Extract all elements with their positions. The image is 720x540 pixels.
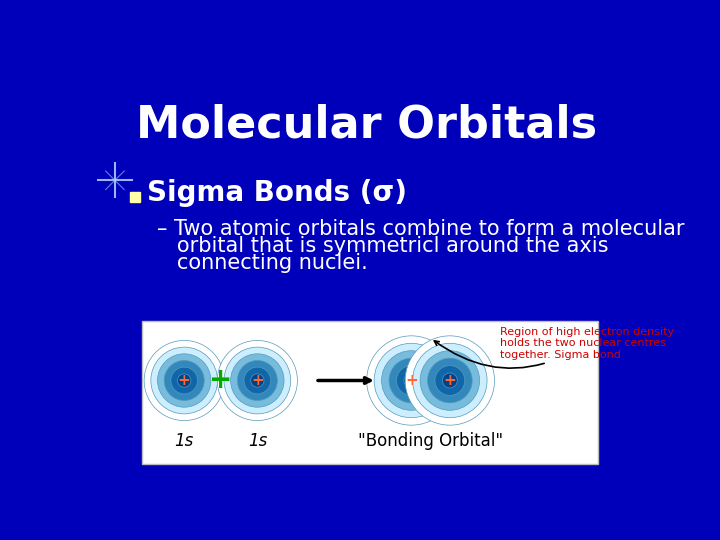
Text: orbital that is symmetricl around the axis: orbital that is symmetricl around the ax… [157,236,608,256]
Ellipse shape [366,336,456,425]
Text: 1s: 1s [248,432,267,450]
Ellipse shape [397,366,426,395]
Text: +: + [251,373,264,388]
Text: +: + [405,373,418,388]
Text: Region of high electron density
holds the two nuclear centres
together. Sigma bo: Region of high electron density holds th… [434,327,674,368]
Bar [130,192,140,202]
Text: "Bonding Orbital": "Bonding Orbital" [358,432,503,450]
Ellipse shape [442,373,457,388]
Ellipse shape [158,354,211,407]
Ellipse shape [435,366,464,395]
Ellipse shape [230,354,284,407]
Ellipse shape [405,336,495,425]
Ellipse shape [164,361,204,401]
Ellipse shape [144,340,224,421]
Text: +: + [178,373,191,388]
Ellipse shape [420,350,480,410]
Text: – Two atomic orbitals combine to form a molecular: – Two atomic orbitals combine to form a … [157,219,685,239]
Ellipse shape [178,374,191,387]
Ellipse shape [428,358,472,403]
Ellipse shape [238,361,277,401]
Ellipse shape [224,347,291,414]
Ellipse shape [217,340,297,421]
Ellipse shape [244,367,271,394]
Text: connecting nuclei.: connecting nuclei. [157,253,368,273]
Text: +: + [209,367,232,395]
Ellipse shape [251,374,264,387]
Text: Sigma Bonds (σ): Sigma Bonds (σ) [148,179,408,207]
Ellipse shape [404,373,419,388]
Text: 1s: 1s [174,432,194,450]
Text: +: + [444,373,456,388]
Ellipse shape [382,350,441,410]
Ellipse shape [171,367,197,394]
Ellipse shape [150,347,217,414]
Ellipse shape [413,343,487,418]
Bar [142,321,598,464]
Text: Molecular Orbitals: Molecular Orbitals [137,103,598,146]
Ellipse shape [389,358,433,403]
Ellipse shape [374,343,449,418]
